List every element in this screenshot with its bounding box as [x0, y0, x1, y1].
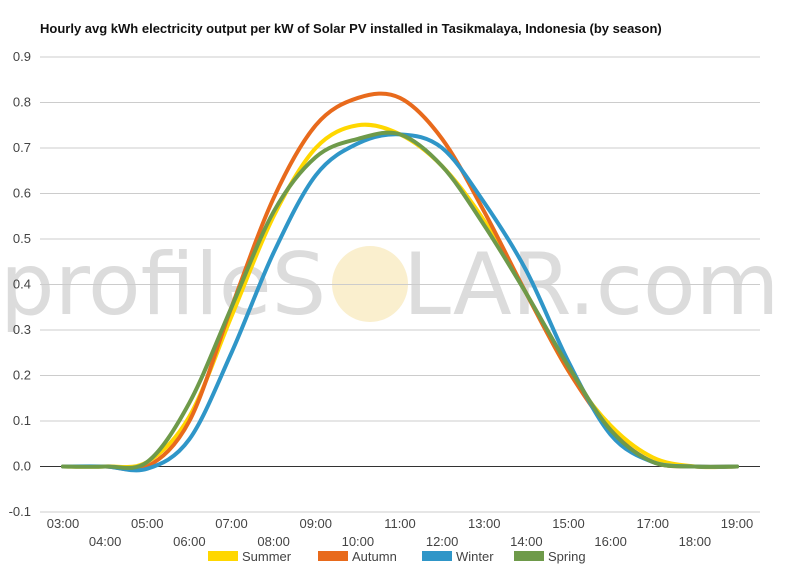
x-tick-label: 12:00 [426, 534, 459, 549]
y-tick-label: 0.6 [13, 186, 31, 201]
x-tick-label: 07:00 [215, 516, 248, 531]
series-line-spring [61, 130, 739, 470]
legend-swatch-spring [514, 551, 544, 561]
y-tick-label: 0.3 [13, 322, 31, 337]
x-tick-label: 17:00 [636, 516, 669, 531]
x-tick-label: 08:00 [257, 534, 290, 549]
y-tick-label: -0.1 [9, 504, 31, 519]
x-tick-label: 10:00 [342, 534, 375, 549]
legend-swatch-summer [208, 551, 238, 561]
y-tick-label: 0.8 [13, 95, 31, 110]
y-tick-label: 0.5 [13, 231, 31, 246]
x-tick-label: 06:00 [173, 534, 206, 549]
y-tick-label: 0.1 [13, 413, 31, 428]
x-tick-label: 05:00 [131, 516, 164, 531]
series-lines [61, 91, 739, 473]
x-tick-label: 03:00 [47, 516, 80, 531]
legend-label-autumn: Autumn [352, 549, 397, 564]
x-tick-label: 14:00 [510, 534, 543, 549]
x-tick-label: 09:00 [299, 516, 332, 531]
legend-label-spring: Spring [548, 549, 586, 564]
y-tick-label: 0.4 [13, 277, 31, 292]
x-tick-label: 13:00 [468, 516, 501, 531]
y-tick-label: 0.2 [13, 368, 31, 383]
y-tick-label: 0.7 [13, 140, 31, 155]
y-axis-ticks: -0.1 0.0 0.1 0.2 0.3 0.4 0.5 0.6 0.7 0.8 0.9 [9, 49, 31, 519]
grid-lines [40, 56, 760, 513]
legend-label-summer: Summer [242, 549, 292, 564]
x-tick-label: 16:00 [594, 534, 627, 549]
x-tick-label: 04:00 [89, 534, 122, 549]
x-tick-label: 18:00 [679, 534, 712, 549]
chart-title: Hourly avg kWh electricity output per kW… [40, 21, 662, 36]
y-tick-label: 0.0 [13, 459, 31, 474]
x-axis-ticks: 03:00 04:00 05:00 06:00 07:00 08:00 09:00 10:00… [47, 516, 754, 549]
x-tick-label: 11:00 [384, 516, 416, 531]
legend-swatch-autumn [318, 551, 348, 561]
y-tick-label: 0.9 [13, 49, 31, 64]
x-tick-label: 15:00 [552, 516, 585, 531]
x-tick-label: 19:00 [721, 516, 754, 531]
legend: Summer Autumn Winter Spring [208, 549, 586, 564]
legend-label-winter: Winter [456, 549, 494, 564]
legend-swatch-winter [422, 551, 452, 561]
